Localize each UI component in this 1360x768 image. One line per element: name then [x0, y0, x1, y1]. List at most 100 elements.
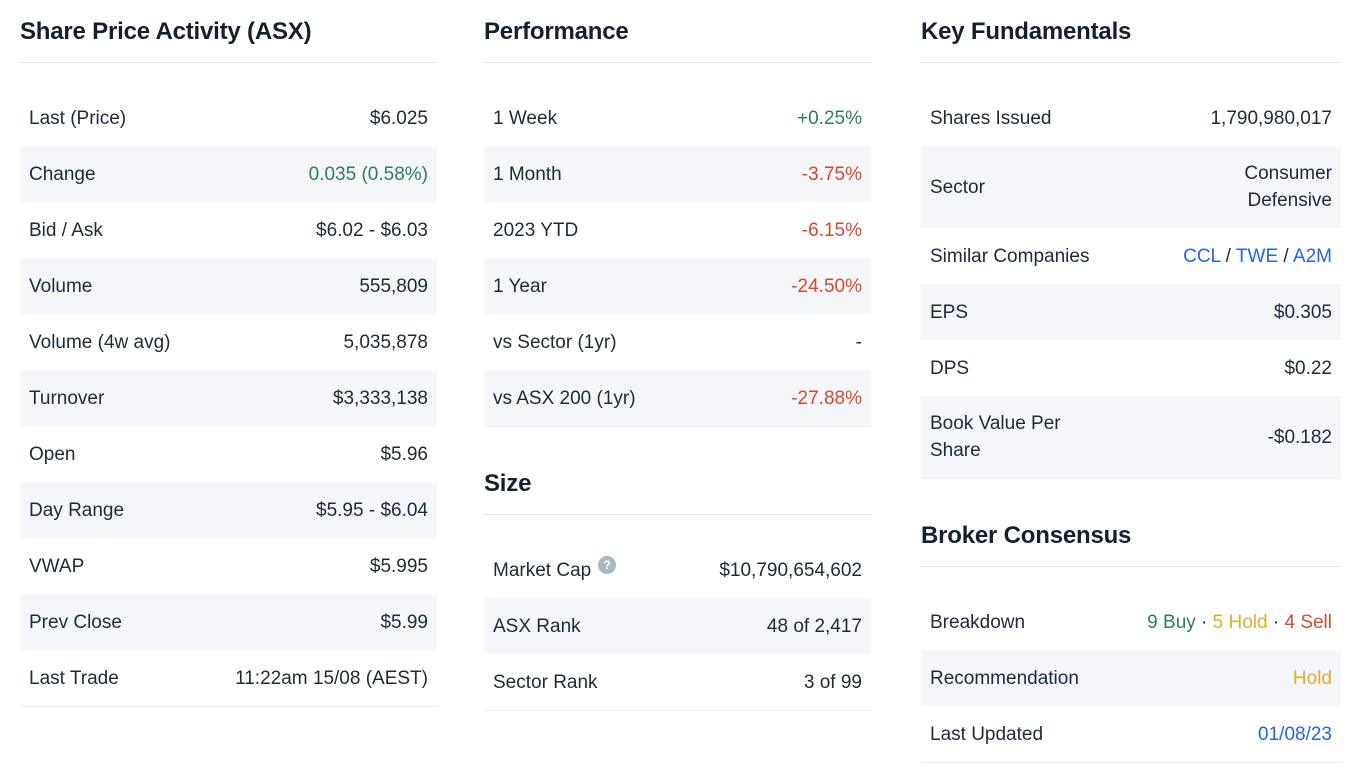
row-value: -6.15% [802, 217, 862, 244]
row-value: 555,809 [359, 273, 428, 300]
value-text: $0.22 [1284, 357, 1332, 379]
sell-count: 4 Sell [1284, 611, 1332, 633]
value-text: 555,809 [359, 275, 428, 297]
row-value: -$0.182 [1268, 424, 1332, 451]
table-row: Prev Close $5.99 [20, 594, 437, 650]
row-label: Volume [29, 275, 93, 297]
row-value: $5.99 [380, 609, 428, 636]
performance-table: 1 Week +0.25% 1 Month -3.75% 2023 YTD -6.15% 1… [484, 90, 871, 427]
value-text: 3 of 99 [803, 671, 862, 693]
value-text: · [1267, 611, 1285, 633]
table-row: Day Range $5.95 - $6.04 [20, 482, 437, 538]
row-value: 5,035,878 [343, 329, 428, 356]
value-text: -24.50% [791, 275, 862, 297]
row-label: Last Updated [930, 723, 1044, 745]
help-icon[interactable]: ? [598, 555, 617, 574]
table-row: Similar Companies CCL / TWE / A2M [921, 228, 1341, 284]
row-label: vs Sector (1yr) [493, 331, 617, 353]
row-label: VWAP [29, 555, 85, 577]
row-value: $10,790,654,602 [719, 557, 862, 584]
size-table: Market Cap? $10,790,654,602 ASX Rank 48 of … [484, 542, 871, 711]
ticker-link-ccl[interactable]: CCL [1183, 245, 1221, 267]
row-label: 1 Month [493, 163, 562, 185]
table-row: ASX Rank 48 of 2,417 [484, 598, 871, 654]
row-value: 3 of 99 [804, 669, 862, 696]
section-size: Size Market Cap? $10,790,654,602 ASX Rank 4… [484, 470, 871, 711]
row-label: Day Range [29, 499, 125, 521]
value-text: -$0.182 [1267, 426, 1332, 448]
table-row: vs Sector (1yr) - [484, 314, 871, 370]
last-updated-link[interactable]: 01/08/23 [1258, 723, 1332, 745]
table-row: Last Trade 11:22am 15/08 (AEST) [20, 650, 437, 706]
row-label: 2023 YTD [493, 219, 579, 241]
row-label: Last Trade [29, 667, 119, 689]
value-text: $10,790,654,602 [719, 559, 862, 581]
value-text: · [1195, 611, 1213, 633]
value-text: 11:22am 15/08 (AEST) [235, 667, 428, 689]
ticker-link-twe[interactable]: TWE [1235, 245, 1279, 267]
row-label: Breakdown [930, 611, 1026, 633]
table-row: Open $5.96 [20, 426, 437, 482]
row-value: CCL / TWE / A2M [1183, 243, 1332, 270]
row-value: $5.95 - $6.04 [316, 497, 428, 524]
row-value: $5.995 [370, 553, 428, 580]
broker-consensus-table: Breakdown 9 Buy · 5 Hold · 4 Sell Recommen… [921, 594, 1341, 763]
row-label: vs ASX 200 (1yr) [493, 387, 636, 409]
row-label: Market Cap? [493, 555, 617, 584]
ticker-link-a2m[interactable]: A2M [1292, 245, 1332, 267]
row-value: $6.02 - $6.03 [316, 217, 428, 244]
table-row: Shares Issued 1,790,980,017 [921, 90, 1341, 146]
section-title: Key Fundamentals [921, 18, 1132, 45]
row-value: Hold [1293, 665, 1332, 692]
row-value: $3,333,138 [333, 385, 428, 412]
value-text: 48 of 2,417 [766, 615, 862, 637]
table-row: Recommendation Hold [921, 650, 1341, 706]
row-value: 0.035 (0.58%) [309, 161, 428, 188]
row-value: $0.22 [1284, 355, 1332, 382]
row-label: Book Value Per Share [930, 413, 1061, 461]
section-performance: Performance 1 Week +0.25% 1 Month -3.75% 202… [484, 18, 871, 427]
row-value: -24.50% [791, 273, 862, 300]
row-value: 01/08/23 [1258, 721, 1332, 748]
divider [20, 62, 437, 63]
row-value: 1,790,980,017 [1210, 105, 1332, 132]
row-label: Change [29, 163, 96, 185]
table-row: Bid / Ask $6.02 - $6.03 [20, 202, 437, 258]
table-row: Book Value Per Share -$0.182 [921, 396, 1341, 478]
row-label: EPS [930, 301, 969, 323]
row-label: Turnover [29, 387, 105, 409]
table-row: Sector Consumer Defensive [921, 146, 1341, 228]
row-value: +0.25% [797, 105, 862, 132]
value-text: 5,035,878 [343, 331, 428, 353]
section-title: Size [484, 470, 532, 497]
row-value: $5.96 [380, 441, 428, 468]
column-fundamentals-consensus: Key Fundamentals Shares Issued 1,790,980,… [921, 18, 1341, 763]
row-label: Sector [930, 176, 985, 198]
table-row: Turnover $3,333,138 [20, 370, 437, 426]
table-row: EPS $0.305 [921, 284, 1341, 340]
row-label: DPS [930, 357, 970, 379]
row-label: Sector Rank [493, 671, 598, 693]
row-label: ASX Rank [493, 615, 581, 637]
divider [921, 566, 1341, 567]
row-value: $6.025 [370, 105, 428, 132]
value-text: 0.035 (0.58%) [308, 163, 428, 185]
table-row: Last Updated 01/08/23 [921, 706, 1341, 762]
row-value: - [856, 329, 862, 356]
row-label: Last (Price) [29, 107, 127, 129]
table-row: 1 Year -24.50% [484, 258, 871, 314]
table-row: 1 Month -3.75% [484, 146, 871, 202]
table-row: Breakdown 9 Buy · 5 Hold · 4 Sell [921, 594, 1341, 650]
row-value: 48 of 2,417 [767, 613, 862, 640]
table-row: 2023 YTD -6.15% [484, 202, 871, 258]
row-value: Consumer Defensive [1244, 160, 1332, 214]
hold-count: 5 Hold [1212, 611, 1268, 633]
column-performance-size: Performance 1 Week +0.25% 1 Month -3.75% 202… [484, 18, 871, 763]
value-text: $6.025 [369, 107, 428, 129]
table-row: Volume (4w avg) 5,035,878 [20, 314, 437, 370]
row-value: $0.305 [1274, 299, 1332, 326]
value-text: $5.95 - $6.04 [316, 499, 428, 521]
table-row: 1 Week +0.25% [484, 90, 871, 146]
share-price-table: Last (Price) $6.025 Change 0.035 (0.58%) Bid… [20, 90, 437, 707]
